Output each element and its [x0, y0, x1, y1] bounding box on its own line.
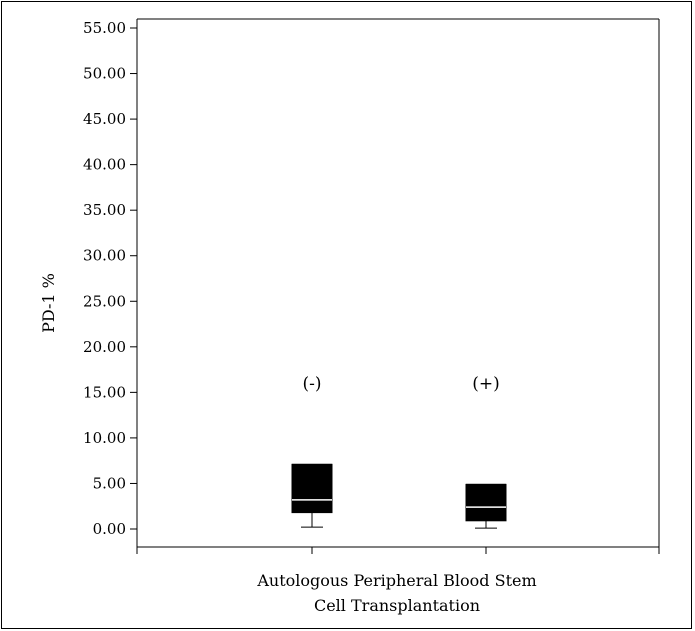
y-tick-label: 20.00 [83, 338, 126, 356]
box-series [291, 463, 507, 529]
x-axis-title-line-2: Cell Transplantation [314, 596, 480, 615]
box-2 [465, 483, 507, 529]
x-axis-title-line-1: Autologous Peripheral Blood Stem [256, 571, 536, 590]
y-tick-label: 35.00 [83, 201, 126, 219]
y-tick-label: 15.00 [83, 383, 126, 401]
category-label: (-) [302, 374, 321, 394]
y-tick-label: 25.00 [83, 292, 126, 310]
box-1 [291, 463, 333, 528]
category-labels: (-) (+) [302, 374, 499, 394]
y-tick-label: 30.00 [83, 247, 126, 265]
category-label: (+) [472, 374, 500, 394]
x-axis [136, 546, 660, 554]
y-axis: 0.00 5.00 10.00 15.00 20.00 25.00 30.00 35.00 40… [83, 18, 660, 547]
y-tick-label: 0.00 [93, 520, 126, 538]
y-axis-title: PD-1 % [39, 273, 58, 333]
y-tick-label: 50.00 [83, 65, 126, 83]
y-tick-label: 5.00 [93, 474, 126, 492]
y-tick-label: 10.00 [83, 429, 126, 447]
iqr-box [291, 463, 333, 514]
y-tick-label: 55.00 [83, 19, 126, 37]
iqr-box [465, 483, 507, 522]
y-tick-label: 45.00 [83, 110, 126, 128]
y-tick-label: 40.00 [83, 156, 126, 174]
